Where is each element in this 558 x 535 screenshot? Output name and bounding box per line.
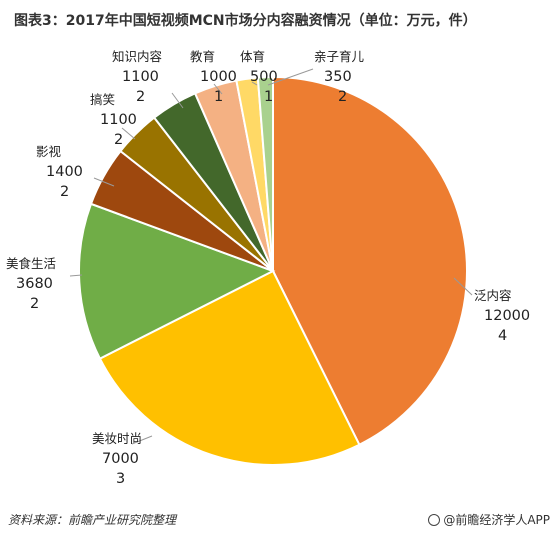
slice-count-4: 2 [60,184,69,200]
slice-amount-5: 1100 [100,112,137,128]
slice-label-6: 知识内容 [112,49,162,64]
slice-count-1: 4 [498,328,507,344]
slice-label-9: 亲子育儿 [314,49,365,64]
slice-amount-7: 1000 [200,69,237,85]
source-note: 资料来源：前瞻产业研究院整理 [8,513,177,527]
slice-amount-8: 500 [250,69,278,85]
leader-line-1 [453,277,473,296]
pie-slice-2 [98,269,361,466]
slice-amount-1: 12000 [484,308,530,324]
slice-label-2: 美妆时尚 [92,431,142,446]
slice-amount-6: 1100 [122,69,159,85]
slice-count-7: 1 [214,89,223,105]
slice-count-5: 2 [114,132,123,148]
chart-title: 图表3：2017年中国短视频MCN市场分内容融资情况（单位：万元，件） [14,13,477,29]
credit-note: @前瞻经济学人APP [428,511,550,528]
leader-line-4 [93,177,115,187]
pie-slice-9 [256,75,274,272]
logo-icon [428,514,441,526]
leader-line-2 [131,435,153,445]
slice-label-1: 泛内容 [474,288,512,303]
pie-slice-3 [78,202,276,360]
slice-amount-3: 3680 [16,276,53,292]
leader-line-7 [213,83,223,95]
slice-amount-4: 1400 [46,164,83,180]
leader-line-8 [251,81,258,86]
leader-line-6 [171,92,184,109]
slice-count-9: 2 [338,89,347,105]
leader-line-3 [69,274,83,277]
credit-text: @前瞻经济学人APP [443,513,550,527]
slice-label-3: 美食生活 [6,256,56,271]
slice-label-4: 影视 [36,144,62,159]
slice-count-2: 3 [116,471,125,487]
slice-count-8: 1 [264,89,273,105]
slice-count-3: 2 [30,296,39,312]
slice-label-5: 搞笑 [90,92,115,107]
leader-line-9 [267,68,314,86]
pie-slice-1 [272,75,468,447]
slice-label-8: 体育 [240,49,265,64]
slice-label-7: 教育 [190,49,215,64]
slice-amount-2: 7000 [102,451,139,467]
slice-amount-9: 350 [324,69,352,85]
leader-line-5 [121,127,136,140]
slice-count-6: 2 [136,89,145,105]
